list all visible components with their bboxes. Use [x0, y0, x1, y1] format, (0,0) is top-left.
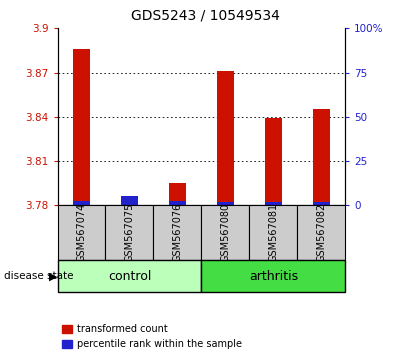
Bar [313, 202, 330, 205]
Text: GDS5243 / 10549534: GDS5243 / 10549534 [131, 9, 280, 23]
Bar [265, 202, 282, 205]
Bar [297, 205, 345, 260]
Bar [73, 201, 90, 205]
Bar [58, 260, 201, 292]
Text: arthritis: arthritis [249, 270, 298, 282]
Text: GSM567075: GSM567075 [125, 203, 134, 262]
Bar [73, 49, 90, 205]
Text: ▶: ▶ [48, 272, 57, 282]
Bar [217, 71, 234, 205]
Text: GSM567074: GSM567074 [76, 203, 86, 262]
Text: GSM567081: GSM567081 [268, 203, 278, 262]
Bar [217, 202, 234, 205]
Bar [265, 118, 282, 205]
Bar [201, 260, 345, 292]
Bar [169, 201, 186, 205]
Bar [249, 205, 297, 260]
Text: GSM567080: GSM567080 [220, 203, 230, 262]
Bar [153, 205, 201, 260]
Text: disease state: disease state [4, 271, 74, 281]
Text: control: control [108, 270, 151, 282]
Bar [313, 109, 330, 205]
Bar [201, 205, 249, 260]
Text: GSM567082: GSM567082 [316, 203, 326, 262]
Bar [121, 204, 138, 205]
Bar [106, 205, 153, 260]
Legend: transformed count, percentile rank within the sample: transformed count, percentile rank withi… [62, 324, 242, 349]
Text: GSM567076: GSM567076 [173, 203, 182, 262]
Bar [169, 183, 186, 205]
Bar [121, 196, 138, 205]
Bar [58, 205, 106, 260]
